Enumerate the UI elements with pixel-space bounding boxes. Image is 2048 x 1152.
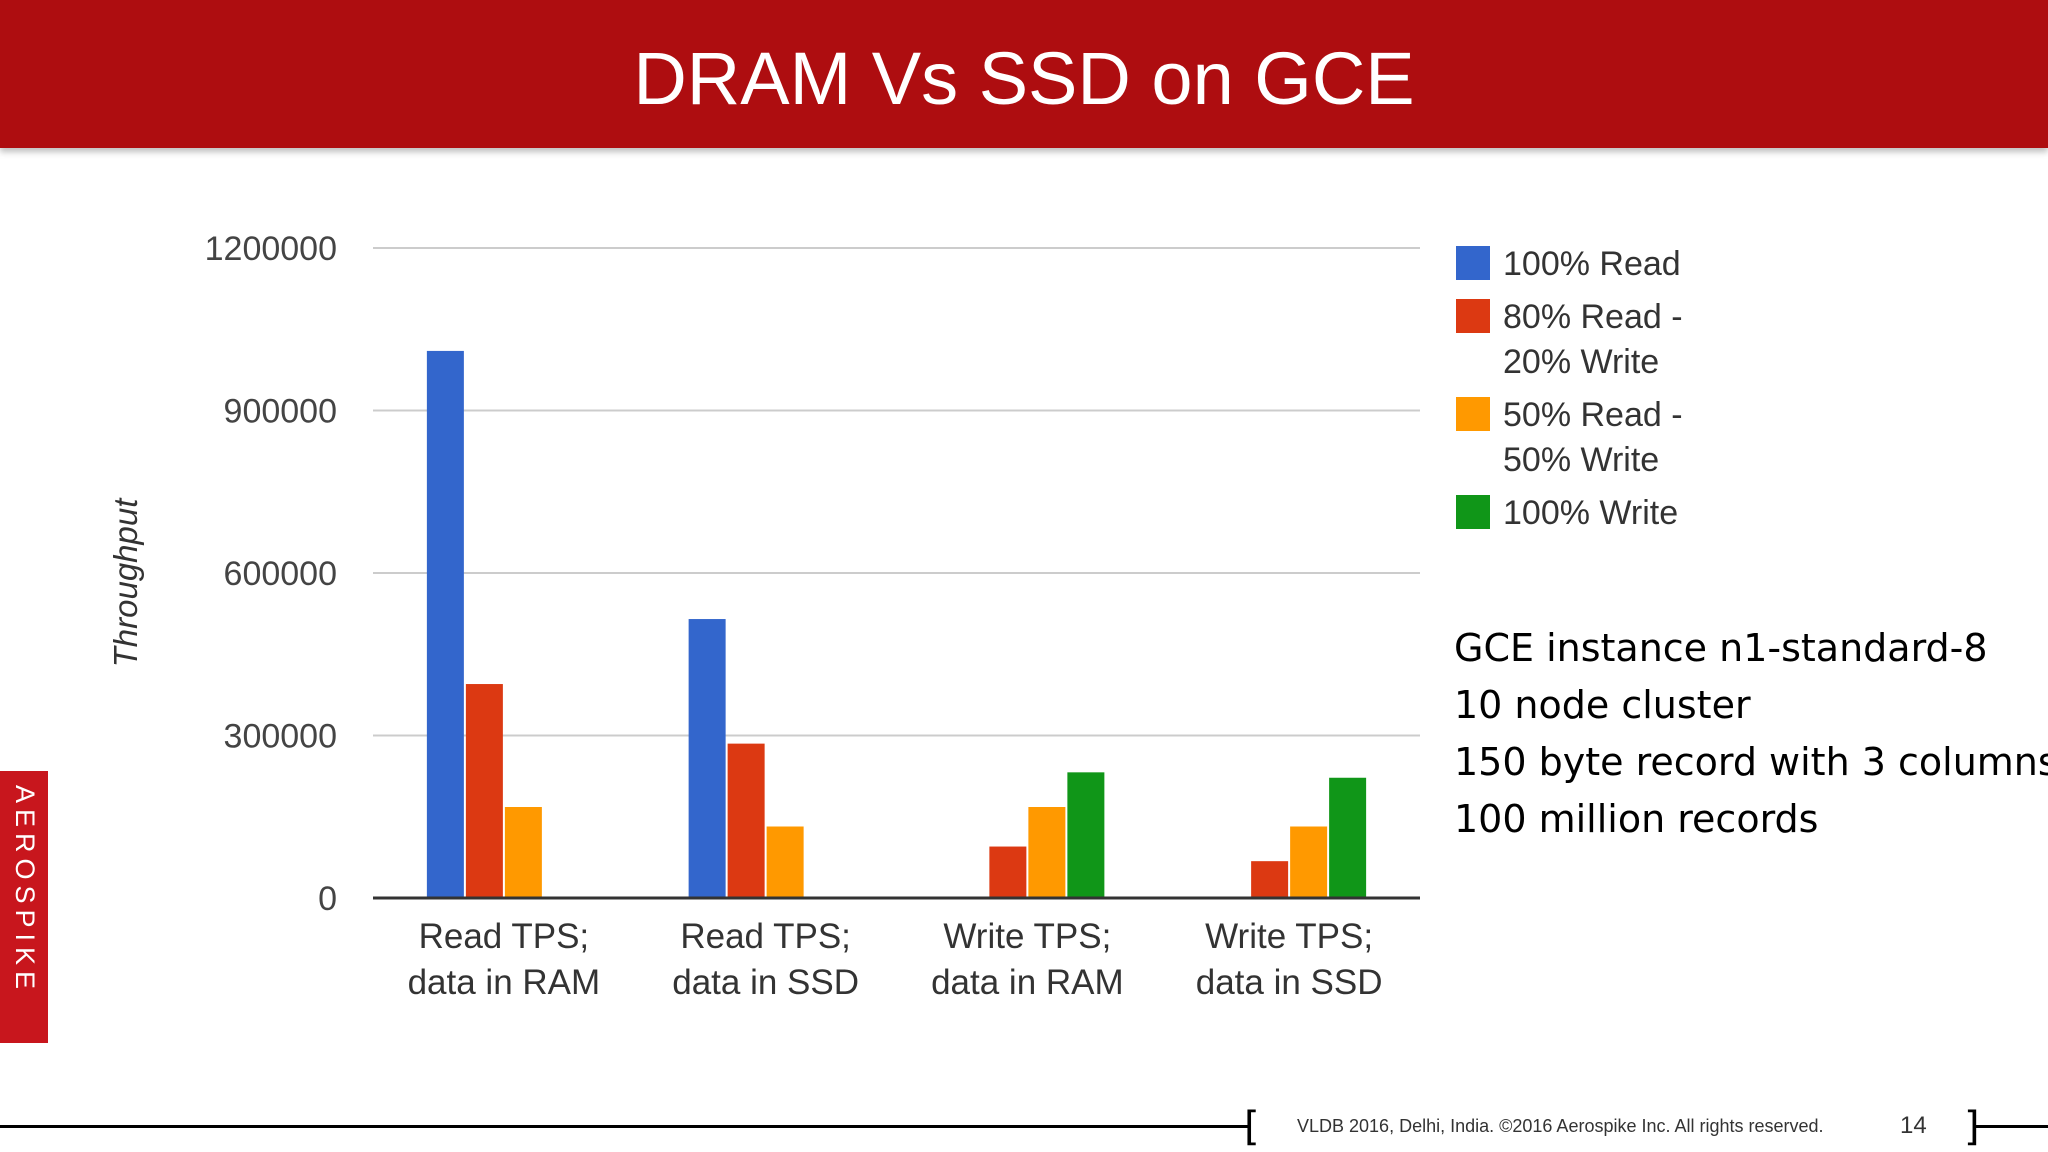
note-record: 150 byte record with 3 columns — [1454, 740, 2048, 784]
legend-label: 20% Write — [1503, 343, 1659, 381]
x-category-label: data in SSD — [672, 963, 859, 1002]
title-bar: DRAM Vs SSD on GCE — [0, 0, 2048, 148]
note-count: 100 million records — [1454, 797, 1819, 841]
bar — [766, 826, 804, 898]
x-category-label: Write TPS; — [943, 917, 1111, 956]
aerospike-logo: AEROSPIKE — [0, 771, 48, 1043]
x-category-label: Read TPS; — [680, 917, 851, 956]
note-cluster: 10 node cluster — [1454, 683, 1751, 727]
legend-label: 50% Read - — [1503, 396, 1683, 434]
legend-label: 80% Read - — [1503, 298, 1683, 336]
legend-label: 100% Write — [1503, 494, 1678, 532]
bar — [1028, 807, 1066, 898]
legend-swatch — [1456, 397, 1490, 431]
legend-label: 50% Write — [1503, 441, 1659, 479]
bar — [1329, 777, 1367, 898]
y-tick-label: 0 — [318, 880, 337, 918]
bar — [426, 350, 464, 899]
bar — [504, 807, 542, 898]
bar — [989, 846, 1027, 898]
x-category-label: data in RAM — [408, 963, 601, 1002]
y-tick-label: 1200000 — [205, 230, 337, 268]
bar — [688, 619, 726, 898]
slide-title: DRAM Vs SSD on GCE — [633, 37, 1415, 120]
bar — [1067, 772, 1105, 898]
bar — [727, 743, 765, 898]
x-category-label: Write TPS; — [1205, 917, 1373, 956]
footer-rule-right — [1974, 1125, 2048, 1128]
x-category-label: data in RAM — [931, 963, 1124, 1002]
footer-bracket-left: [ — [1244, 1104, 1260, 1150]
x-category-label: data in SSD — [1196, 963, 1383, 1002]
footer-rule-left — [0, 1125, 1248, 1128]
x-category-label: Read TPS; — [419, 917, 590, 956]
legend-swatch — [1456, 299, 1490, 333]
page-number: 14 — [1900, 1112, 1927, 1139]
legend-label: 100% Read — [1503, 245, 1681, 283]
legend-swatch — [1456, 495, 1490, 529]
y-tick-label: 600000 — [224, 555, 337, 593]
footer-bracket-right: ] — [1964, 1104, 1980, 1150]
y-tick-label: 900000 — [224, 393, 337, 431]
legend-swatch — [1456, 246, 1490, 280]
y-axis-label: Throughput — [107, 497, 144, 668]
footer-copyright: VLDB 2016, Delhi, India. ©2016 Aerospike… — [1297, 1116, 1824, 1136]
note-instance: GCE instance n1-standard-8 — [1454, 626, 1988, 670]
bar — [1290, 826, 1328, 898]
bar — [465, 684, 503, 898]
notes-block: GCE instance n1-standard-8 10 node clust… — [1454, 620, 2048, 848]
bar — [1251, 861, 1289, 898]
logo-text: AEROSPIKE — [10, 785, 40, 996]
y-tick-label: 300000 — [224, 718, 337, 756]
